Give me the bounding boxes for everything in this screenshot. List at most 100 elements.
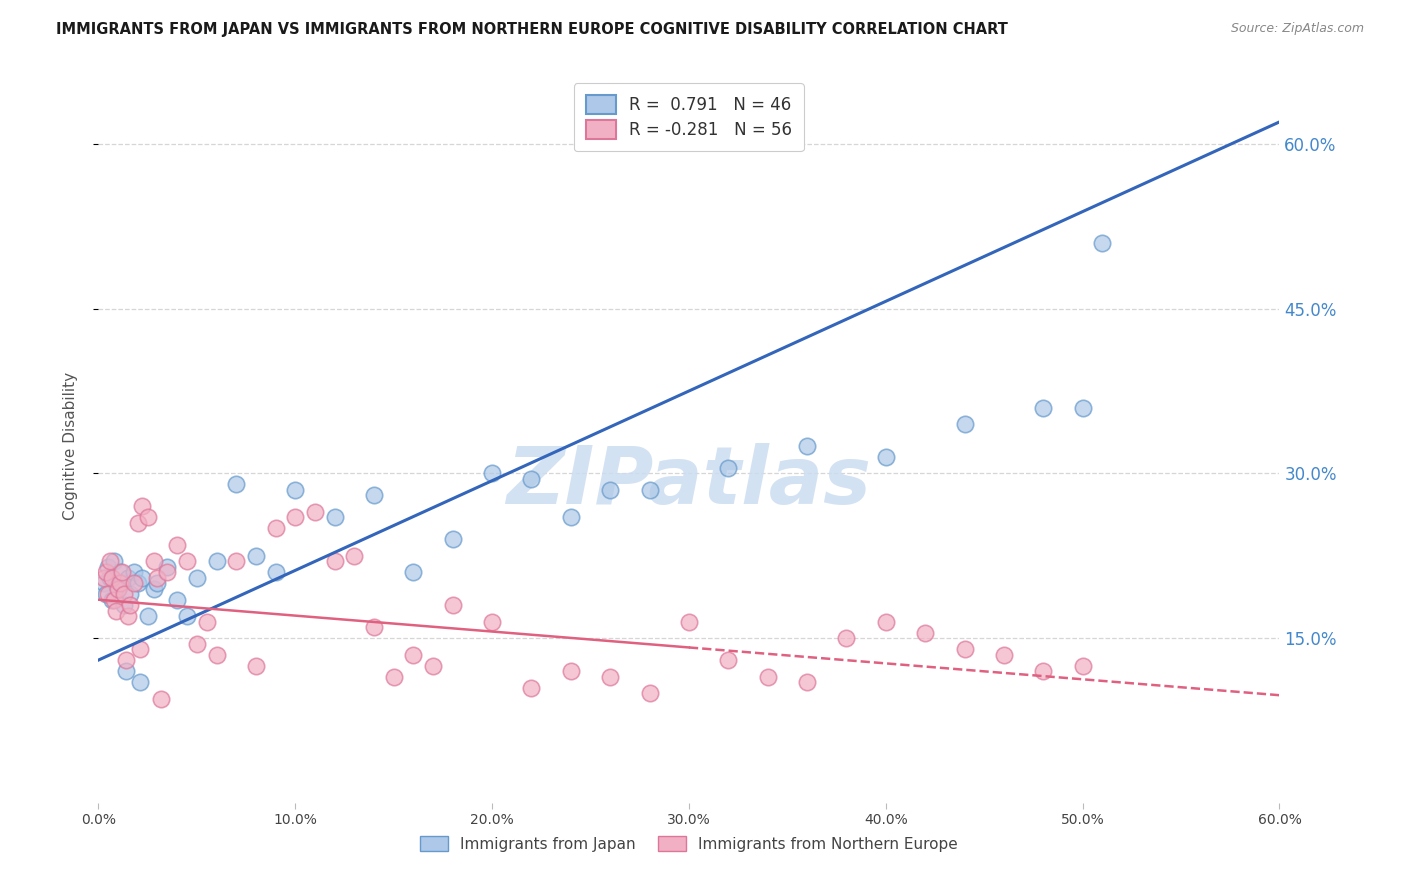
Point <box>717 653 740 667</box>
Point <box>796 675 818 690</box>
Point <box>166 592 188 607</box>
Point <box>93 576 115 591</box>
Point <box>205 554 228 568</box>
Point <box>560 664 582 678</box>
Point <box>127 516 149 530</box>
Point <box>638 483 661 497</box>
Point <box>1032 664 1054 678</box>
Point <box>105 576 128 591</box>
Point <box>142 554 165 568</box>
Point <box>953 417 976 431</box>
Point <box>264 566 287 580</box>
Point <box>136 609 159 624</box>
Point <box>796 439 818 453</box>
Point <box>560 510 582 524</box>
Point <box>993 648 1015 662</box>
Point <box>176 609 198 624</box>
Point <box>205 648 228 662</box>
Point <box>953 642 976 657</box>
Point <box>150 691 173 706</box>
Point <box>1071 658 1094 673</box>
Point <box>122 576 145 591</box>
Point <box>245 549 267 563</box>
Point <box>166 538 188 552</box>
Point <box>1071 401 1094 415</box>
Point <box>875 450 897 464</box>
Point <box>122 566 145 580</box>
Point <box>118 587 141 601</box>
Point <box>195 615 218 629</box>
Point <box>108 576 131 591</box>
Point <box>914 625 936 640</box>
Point <box>105 604 128 618</box>
Point <box>323 510 346 524</box>
Y-axis label: Cognitive Disability: Cognitive Disability <box>63 372 77 520</box>
Point <box>112 598 135 612</box>
Point <box>284 510 307 524</box>
Point <box>382 669 405 683</box>
Point <box>127 576 149 591</box>
Point <box>131 500 153 514</box>
Point <box>245 658 267 673</box>
Point <box>264 521 287 535</box>
Text: ZIPatlas: ZIPatlas <box>506 442 872 521</box>
Point <box>156 566 179 580</box>
Point <box>115 653 138 667</box>
Point <box>422 658 444 673</box>
Point <box>101 571 124 585</box>
Point <box>96 587 118 601</box>
Point <box>146 576 169 591</box>
Text: IMMIGRANTS FROM JAPAN VS IMMIGRANTS FROM NORTHERN EUROPE COGNITIVE DISABILITY CO: IMMIGRANTS FROM JAPAN VS IMMIGRANTS FROM… <box>56 22 1008 37</box>
Point <box>108 566 131 580</box>
Point <box>186 571 208 585</box>
Point <box>284 483 307 497</box>
Point <box>481 467 503 481</box>
Point <box>520 681 543 695</box>
Point <box>112 587 135 601</box>
Point <box>103 592 125 607</box>
Point <box>1032 401 1054 415</box>
Point <box>678 615 700 629</box>
Point <box>599 669 621 683</box>
Point <box>875 615 897 629</box>
Point <box>520 472 543 486</box>
Point <box>186 637 208 651</box>
Point <box>402 648 425 662</box>
Point <box>304 505 326 519</box>
Point <box>136 510 159 524</box>
Point <box>96 566 118 580</box>
Point <box>363 620 385 634</box>
Point <box>101 592 124 607</box>
Point <box>93 571 115 585</box>
Point <box>835 631 858 645</box>
Point <box>756 669 779 683</box>
Point <box>717 461 740 475</box>
Point <box>343 549 366 563</box>
Point <box>107 582 129 596</box>
Point <box>97 559 120 574</box>
Point <box>402 566 425 580</box>
Point <box>97 587 120 601</box>
Point <box>98 571 121 585</box>
Point <box>118 598 141 612</box>
Point <box>146 571 169 585</box>
Point <box>103 554 125 568</box>
Point <box>176 554 198 568</box>
Point <box>225 554 247 568</box>
Point <box>111 576 134 591</box>
Point <box>142 582 165 596</box>
Point <box>128 642 150 657</box>
Text: Source: ZipAtlas.com: Source: ZipAtlas.com <box>1230 22 1364 36</box>
Point <box>117 571 139 585</box>
Point <box>107 582 129 596</box>
Point <box>441 598 464 612</box>
Point <box>115 664 138 678</box>
Point <box>323 554 346 568</box>
Point <box>225 477 247 491</box>
Point <box>128 675 150 690</box>
Point <box>131 571 153 585</box>
Point <box>599 483 621 497</box>
Point <box>117 609 139 624</box>
Point <box>441 533 464 547</box>
Point <box>1091 235 1114 250</box>
